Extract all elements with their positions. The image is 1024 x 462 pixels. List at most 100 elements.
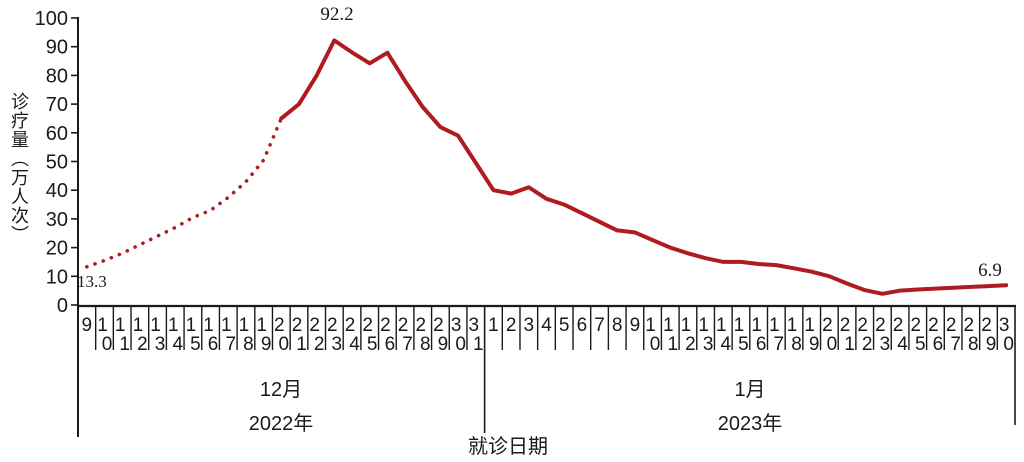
x-tick-label: 7 bbox=[594, 315, 605, 336]
year-label-2022: 2022年 bbox=[248, 413, 314, 435]
x-tick-label: 7 bbox=[402, 334, 413, 355]
x-tick-label: 7 bbox=[950, 334, 961, 355]
x-tick-label: 2 bbox=[910, 315, 921, 336]
x-tick-label: 4 bbox=[897, 334, 908, 355]
x-tick-label: 3 bbox=[155, 334, 166, 355]
y-tick-label: 80 bbox=[46, 65, 68, 87]
x-tick-label: 2 bbox=[415, 315, 426, 336]
annotation-start-value: 13.3 bbox=[77, 272, 107, 291]
x-tick-label: 4 bbox=[349, 334, 360, 355]
x-tick-label: 1 bbox=[239, 315, 250, 336]
annotation-end-value: 6.9 bbox=[978, 260, 1002, 281]
x-tick-label: 2 bbox=[862, 334, 873, 355]
y-tick-label: 100 bbox=[35, 8, 68, 30]
x-tick-label: 5 bbox=[559, 315, 570, 336]
x-tick-label: 1 bbox=[119, 334, 130, 355]
annotation-peak-value: 92.2 bbox=[320, 4, 354, 25]
y-tick-label: 10 bbox=[46, 266, 68, 288]
x-tick-label: 2 bbox=[506, 315, 517, 336]
series-solid-segment bbox=[279, 38, 1009, 296]
x-tick-label: 0 bbox=[650, 334, 661, 355]
x-tick-label: 1 bbox=[716, 315, 727, 336]
x-tick-label: 1 bbox=[734, 315, 745, 336]
x-tick-label: 1 bbox=[645, 315, 656, 336]
x-tick-label: 8 bbox=[243, 334, 254, 355]
x-tick-label: 2 bbox=[274, 315, 285, 336]
x-tick-label: 0 bbox=[455, 334, 466, 355]
x-tick-label: 9 bbox=[630, 315, 641, 336]
y-tick-label: 0 bbox=[57, 295, 68, 317]
x-tick-label: 1 bbox=[681, 315, 692, 336]
x-tick-label: 2 bbox=[822, 315, 833, 336]
x-tick-label: 3 bbox=[451, 315, 462, 336]
x-tick-label: 1 bbox=[203, 315, 214, 336]
x-tick-label: 6 bbox=[756, 334, 767, 355]
month-label-december: 12月 bbox=[259, 379, 303, 401]
y-tick-label: 60 bbox=[46, 123, 68, 145]
x-tick-label: 3 bbox=[468, 315, 479, 336]
x-tick-label: 1 bbox=[787, 315, 798, 336]
x-tick-label: 9 bbox=[438, 334, 449, 355]
y-tick-label: 30 bbox=[46, 209, 68, 231]
x-tick-label: 1 bbox=[133, 315, 144, 336]
x-tick-label: 5 bbox=[190, 334, 201, 355]
x-tick-label: 2 bbox=[857, 315, 868, 336]
x-tick-label: 2 bbox=[981, 315, 992, 336]
y-tick-label: 50 bbox=[46, 152, 68, 174]
x-tick-label: 2 bbox=[893, 315, 904, 336]
x-tick-label: 7 bbox=[225, 334, 236, 355]
x-tick-label: 8 bbox=[612, 315, 623, 336]
x-tick-label: 1 bbox=[751, 315, 762, 336]
y-tick-label: 20 bbox=[46, 238, 68, 260]
y-tick-label: 40 bbox=[46, 180, 68, 202]
x-tick-label: 3 bbox=[703, 334, 714, 355]
x-tick-label: 2 bbox=[840, 315, 851, 336]
x-tick-label: 1 bbox=[663, 315, 674, 336]
x-tick-label: 1 bbox=[168, 315, 179, 336]
x-tick-label: 2 bbox=[928, 315, 939, 336]
x-tick-label: 5 bbox=[738, 334, 749, 355]
x-tick-label: 1 bbox=[221, 315, 232, 336]
y-tick-label: 70 bbox=[46, 94, 68, 116]
x-tick-label: 1 bbox=[698, 315, 709, 336]
x-tick-label: 1 bbox=[296, 334, 307, 355]
x-tick-label: 2 bbox=[964, 315, 975, 336]
x-tick-label: 1 bbox=[256, 315, 267, 336]
x-tick-label: 2 bbox=[314, 334, 325, 355]
x-tick-label: 1 bbox=[488, 315, 499, 336]
x-tick-label: 2 bbox=[345, 315, 356, 336]
x-tick-label: 6 bbox=[385, 334, 396, 355]
series-dotted-segment bbox=[85, 116, 284, 269]
x-tick-label: 1 bbox=[804, 315, 815, 336]
x-axis-title: 就诊日期 bbox=[468, 436, 548, 458]
x-tick-label: 9 bbox=[82, 315, 93, 336]
x-tick-label: 0 bbox=[827, 334, 838, 355]
x-tick-label: 1 bbox=[150, 315, 161, 336]
x-tick-label: 3 bbox=[880, 334, 891, 355]
x-tick-label: 7 bbox=[774, 334, 785, 355]
x-tick-label: 1 bbox=[844, 334, 855, 355]
x-tick-label: 2 bbox=[380, 315, 391, 336]
y-tick-label: 90 bbox=[46, 37, 68, 59]
x-tick-label: 1 bbox=[667, 334, 678, 355]
x-tick-label: 2 bbox=[875, 315, 886, 336]
x-tick-label: 4 bbox=[172, 334, 183, 355]
x-tick-label: 2 bbox=[362, 315, 373, 336]
x-tick-label: 2 bbox=[685, 334, 696, 355]
x-tick-label: 1 bbox=[769, 315, 780, 336]
x-tick-label: 2 bbox=[946, 315, 957, 336]
x-tick-label: 6 bbox=[577, 315, 588, 336]
x-tick-label: 5 bbox=[915, 334, 926, 355]
x-tick-label: 3 bbox=[332, 334, 343, 355]
x-tick-label: 2 bbox=[433, 315, 444, 336]
x-tick-label: 5 bbox=[367, 334, 378, 355]
x-tick-label: 9 bbox=[261, 334, 272, 355]
x-tick-label: 2 bbox=[137, 334, 148, 355]
x-tick-label: 4 bbox=[721, 334, 732, 355]
x-tick-label: 1 bbox=[473, 334, 484, 355]
x-tick-label: 6 bbox=[208, 334, 219, 355]
x-tick-label: 9 bbox=[809, 334, 820, 355]
x-tick-label: 3 bbox=[524, 315, 535, 336]
x-tick-label: 2 bbox=[398, 315, 409, 336]
